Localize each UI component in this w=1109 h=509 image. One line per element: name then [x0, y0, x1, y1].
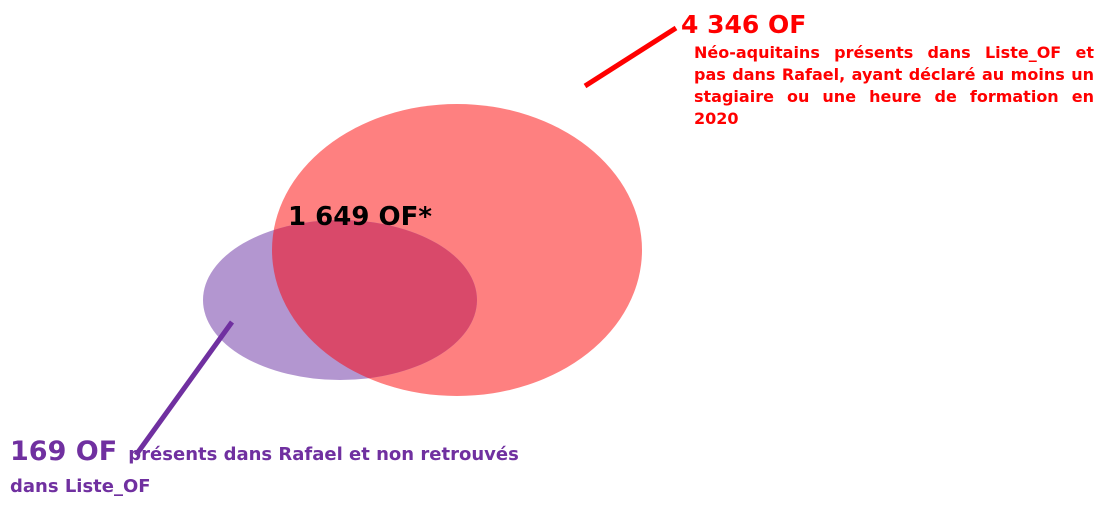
left-description: présents dans Rafael et non retrouvés da…	[10, 444, 519, 497]
intersection-label: 1 649 OF*	[288, 202, 432, 232]
right-description: Néo-aquitains présents dans Liste_OF et …	[694, 43, 1094, 128]
right-count: 4 346 OF	[681, 10, 807, 39]
left-label: 169 OF présents dans Rafael et non retro…	[10, 436, 570, 503]
right-leader	[583, 25, 678, 89]
left-count: 169 OF	[10, 436, 118, 467]
intersection	[272, 220, 477, 380]
left-leader	[133, 320, 235, 457]
